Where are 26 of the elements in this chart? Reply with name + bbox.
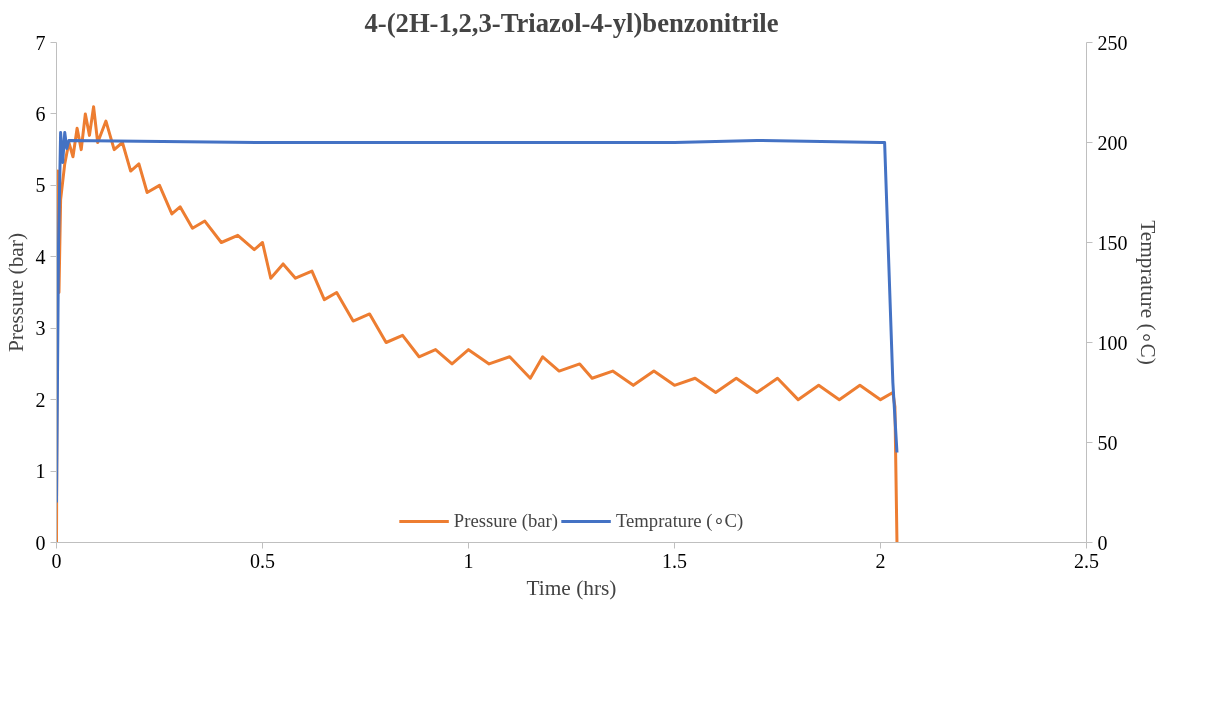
y2-tick-label: 250	[1097, 31, 1128, 54]
y2-tick-label: 100	[1097, 331, 1128, 354]
y2-tick-label: 0	[1097, 531, 1108, 554]
x-tick-label: 1	[463, 549, 474, 572]
y2-tick-label: 50	[1097, 431, 1118, 454]
x-tick-label: 2	[875, 549, 886, 572]
chart-title: 4-(2H-1,2,3-Triazol-4-yl)benzonitrile	[364, 7, 779, 38]
y-axis-title: Pressure (bar)	[3, 232, 28, 353]
y-tick-label: 6	[35, 102, 46, 125]
y-tick-label: 7	[35, 31, 46, 54]
y-tick-label: 4	[35, 245, 46, 268]
legend-label: Temprature (∘C)	[615, 510, 744, 532]
x-axis-title: Time (hrs)	[526, 575, 617, 600]
y2-axis-title: Temprature (∘C)	[1135, 220, 1160, 365]
x-tick-label: 2.5	[1074, 549, 1099, 572]
y-tick-label: 2	[35, 388, 46, 411]
x-tick-label: 1.5	[662, 549, 687, 572]
x-tick-label: 0.5	[250, 549, 275, 572]
legend-label: Pressure (bar)	[453, 510, 558, 532]
y-tick-label: 3	[35, 317, 46, 340]
y-tick-label: 1	[35, 460, 46, 483]
y-tick-label: 5	[35, 174, 46, 197]
y-tick-label: 0	[35, 531, 46, 554]
y2-tick-label: 200	[1097, 131, 1128, 154]
x-tick-label: 0	[51, 549, 62, 572]
y2-tick-label: 150	[1097, 231, 1128, 254]
